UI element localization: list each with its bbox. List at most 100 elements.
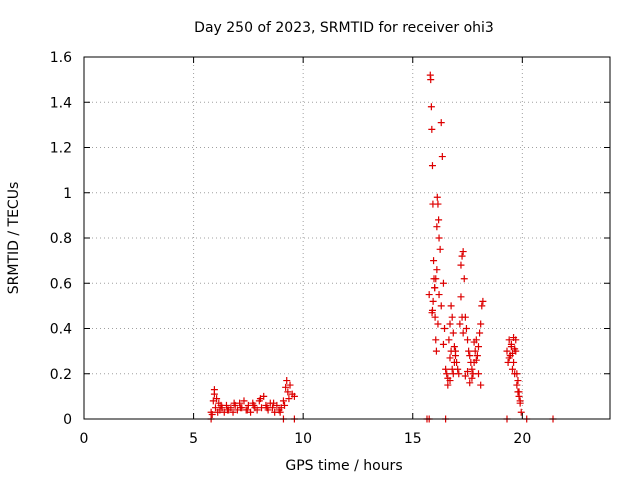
data-point	[432, 275, 440, 283]
y-tick-label: 0.4	[50, 322, 72, 338]
data-point	[449, 370, 457, 378]
y-axis-label: SRMTID / TECUs	[6, 182, 22, 295]
data-point	[447, 347, 455, 355]
data-point	[447, 302, 455, 310]
data-point	[461, 372, 469, 380]
x-tick-label: 20	[513, 431, 531, 447]
data-point	[508, 365, 516, 373]
data-point	[448, 313, 456, 321]
data-point	[435, 216, 443, 224]
data-point	[290, 392, 298, 400]
grid-lines	[84, 57, 610, 419]
data-point	[240, 397, 248, 405]
data-point	[433, 193, 441, 201]
data-point	[508, 349, 516, 357]
x-tick-label: 15	[404, 431, 422, 447]
data-point	[428, 162, 436, 170]
data-point	[437, 119, 445, 127]
data-point	[514, 377, 522, 385]
data-point	[434, 200, 442, 208]
data-point	[505, 354, 513, 362]
data-point	[457, 293, 465, 301]
data-point	[439, 340, 447, 348]
data-point	[507, 340, 515, 348]
data-point	[428, 125, 436, 133]
data-point	[432, 347, 440, 355]
data-point	[436, 245, 444, 253]
data-point	[513, 370, 521, 378]
data-point	[438, 153, 446, 161]
y-tick-label: 1	[63, 186, 72, 202]
data-point	[459, 248, 467, 256]
data-point	[283, 377, 291, 385]
data-point	[224, 406, 232, 414]
data-point	[449, 329, 457, 337]
x-tick-label: 0	[80, 431, 89, 447]
data-point	[468, 374, 476, 382]
data-point	[431, 313, 439, 321]
data-point	[446, 354, 454, 362]
data-point	[473, 352, 481, 360]
data-point	[230, 399, 238, 407]
data-point	[464, 336, 472, 344]
data-point	[477, 381, 485, 389]
data-point	[510, 358, 518, 366]
data-point	[511, 345, 519, 353]
y-tick-label: 0.2	[50, 367, 72, 383]
data-point	[448, 365, 456, 373]
data-point	[263, 404, 271, 412]
data-point	[285, 395, 293, 403]
data-point	[464, 367, 472, 375]
data-point	[212, 404, 219, 412]
data-point	[444, 381, 452, 389]
data-point	[458, 313, 466, 321]
y-tick-label: 0.8	[50, 231, 72, 247]
y-tick-label: 1.4	[50, 95, 72, 111]
data-point	[465, 347, 473, 355]
data-point	[471, 347, 479, 355]
data-point	[431, 284, 439, 292]
data-point	[433, 223, 441, 231]
data-point	[503, 347, 511, 355]
data-point	[505, 336, 513, 344]
data-point	[434, 320, 442, 328]
data-point	[446, 320, 454, 328]
data-point	[256, 395, 264, 403]
data-point	[516, 397, 524, 405]
data-point	[217, 401, 225, 409]
plot-frame	[83, 56, 611, 420]
data-point	[450, 358, 458, 366]
data-point	[213, 395, 221, 403]
data-point	[210, 390, 218, 398]
data-point	[243, 406, 251, 414]
data-point	[435, 234, 443, 242]
data-point	[466, 352, 474, 360]
data-point	[457, 261, 465, 269]
data-point	[475, 343, 482, 351]
data-point	[270, 399, 278, 407]
data-point	[430, 257, 438, 265]
data-point	[462, 325, 470, 332]
data-point	[441, 325, 449, 332]
data-point	[229, 408, 237, 416]
data-point	[284, 388, 292, 396]
data-point	[437, 302, 445, 310]
data-point	[429, 297, 437, 305]
data-point	[279, 397, 287, 405]
data-point	[466, 379, 474, 387]
data-point	[427, 103, 435, 111]
data-point	[433, 266, 441, 274]
data-point	[475, 370, 482, 378]
data-point	[478, 302, 486, 310]
y-tick-label: 1.2	[50, 141, 72, 157]
data-point	[428, 306, 436, 314]
data-point	[450, 343, 458, 351]
data-point	[427, 76, 435, 84]
y-axis-ticks: 0 0.2 0.4 0.6 0.8 1 1.2 1.4 1.6	[50, 50, 610, 428]
x-tick-label: 10	[294, 431, 312, 447]
data-point	[253, 406, 261, 414]
data-point	[445, 336, 453, 344]
data-point	[250, 401, 258, 409]
data-point	[515, 388, 523, 396]
